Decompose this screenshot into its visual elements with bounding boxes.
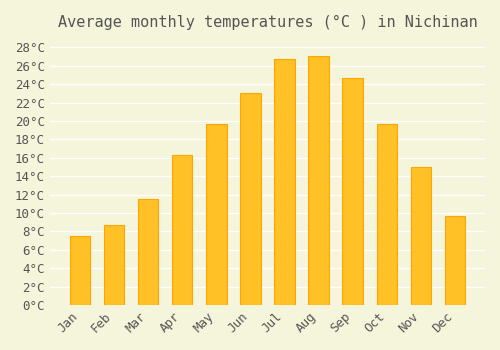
Bar [342, 78, 363, 305]
Bar [138, 199, 158, 305]
Title: Average monthly temperatures (°C ) in Nichinan: Average monthly temperatures (°C ) in Ni… [58, 15, 478, 30]
Bar [70, 236, 90, 305]
Bar [308, 56, 329, 305]
Bar [445, 216, 465, 305]
Bar [274, 59, 294, 305]
Bar [240, 93, 260, 305]
Bar [376, 124, 397, 305]
Bar [410, 167, 431, 305]
Bar [172, 155, 193, 305]
Bar [104, 225, 124, 305]
Bar [206, 124, 227, 305]
